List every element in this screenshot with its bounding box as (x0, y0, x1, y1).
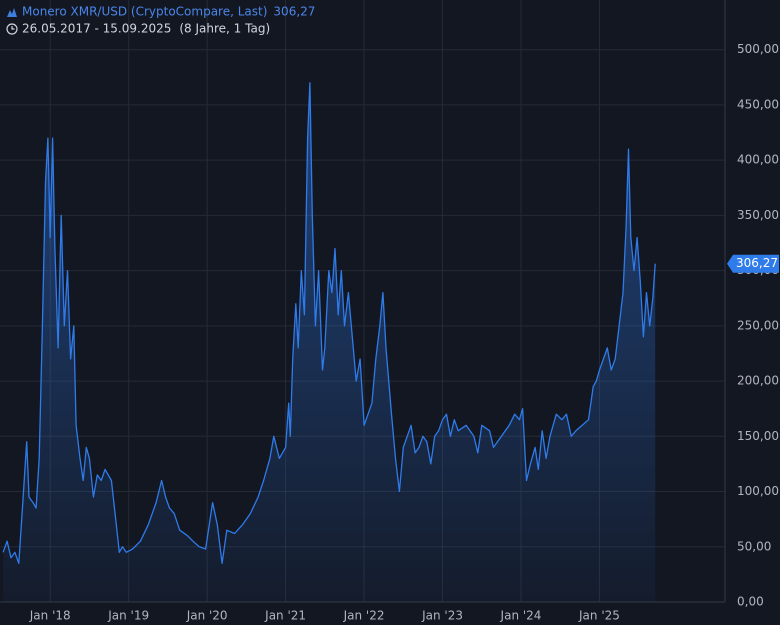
x-tick-label: Jan '19 (107, 609, 149, 623)
axis-labels: 0,0050,00100,00150,00200,00250,00300,003… (29, 42, 779, 623)
y-tick-label: 500,00 (737, 42, 779, 56)
line (2, 82, 656, 564)
x-tick-label: Jan '24 (500, 609, 542, 623)
y-tick-label: 100,00 (737, 484, 779, 498)
area (3, 82, 656, 603)
series-icon (7, 8, 17, 17)
x-tick-label: Jan '21 (264, 609, 306, 623)
last-value-marker (727, 254, 779, 273)
y-tick-label: 350,00 (737, 208, 779, 222)
date-range: 26.05.2017 - 15.09.2025 (22, 22, 171, 36)
x-tick-label: Jan '22 (343, 609, 385, 623)
x-tick-label: Jan '23 (421, 609, 463, 623)
y-tick-label: 450,00 (737, 97, 779, 111)
chart-title: Monero XMR/USD (CryptoCompare, Last) (22, 5, 267, 19)
clock-hands (11, 26, 15, 30)
header-value: 306,27 (273, 5, 315, 19)
y-tick-label: 200,00 (737, 374, 779, 388)
y-tick-label: 400,00 (737, 153, 779, 167)
x-tick-label: Jan '18 (29, 609, 71, 623)
y-tick-label: 0,00 (737, 595, 764, 609)
date-span: (8 Jahre, 1 Tag) (179, 22, 270, 36)
y-tick-label: 250,00 (737, 318, 779, 332)
y-tick-label: 150,00 (737, 429, 779, 443)
clock-icon (6, 23, 18, 35)
x-tick-label: Jan '20 (186, 609, 228, 623)
x-tick-label: Jan '25 (578, 609, 620, 623)
plot (2, 82, 656, 603)
y-tick-label: 50,00 (737, 539, 771, 553)
last-value-label: 306,27 (736, 256, 778, 270)
